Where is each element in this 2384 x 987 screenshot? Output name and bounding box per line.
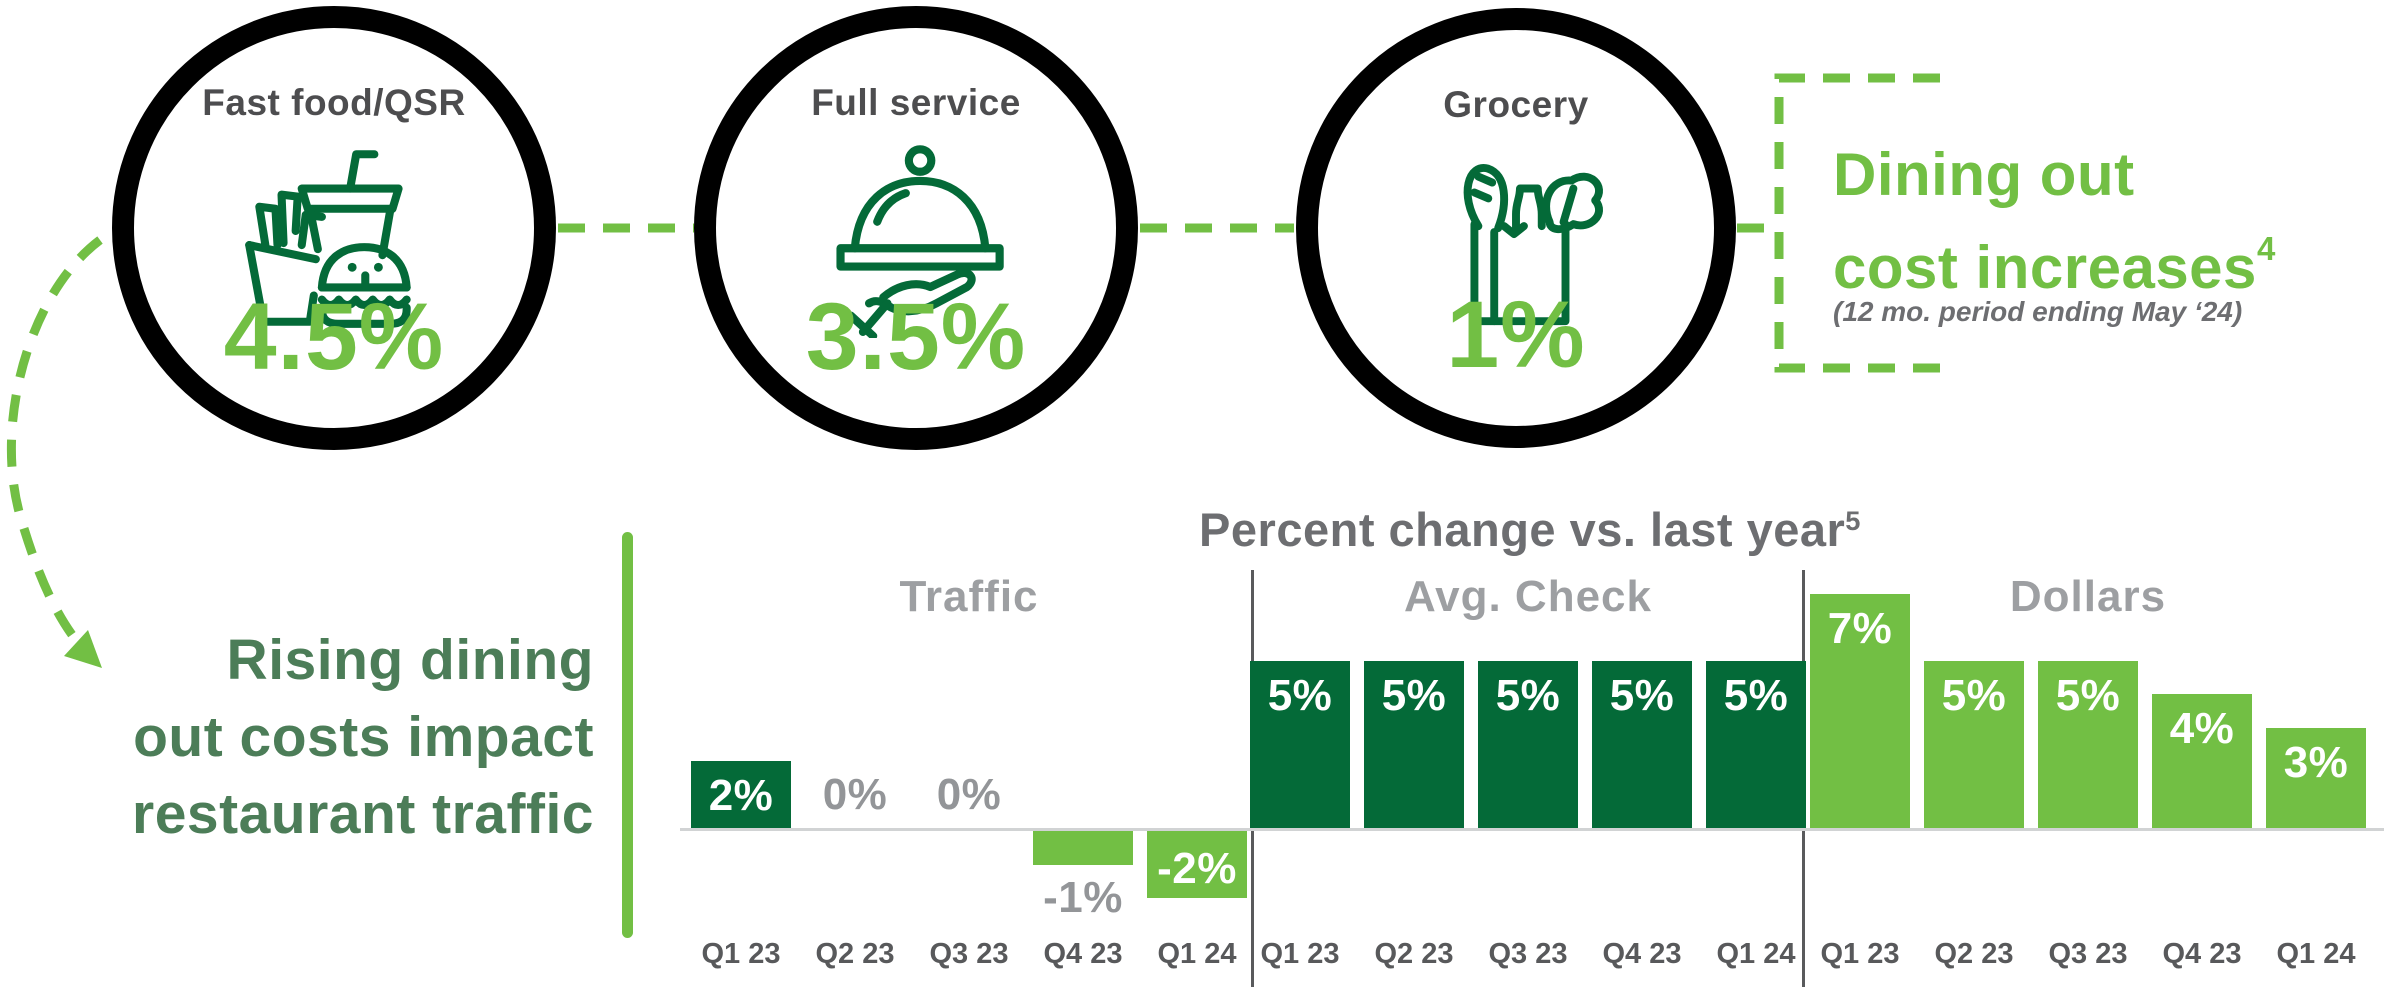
bar-value-avg-check-q3-23: 5%: [1495, 670, 1561, 720]
callout-subtitle: (12 mo. period ending May ‘24): [1833, 296, 2243, 327]
x-label-dollars-q4-23: Q4 23: [2162, 938, 2242, 970]
bar-value-avg-check-q1-24: 5%: [1723, 670, 1789, 720]
bar-value-traffic-q1-23: 2%: [708, 771, 774, 820]
bar-dollars-q4-23: [2152, 694, 2252, 828]
x-label-dollars-q3-23: Q3 23: [2048, 938, 2128, 970]
fast-food-value: 4.5%: [223, 284, 445, 390]
bar-value-avg-check-q4-23: 5%: [1609, 670, 1675, 720]
bar-value-dollars-q3-23: 5%: [2055, 670, 2121, 720]
bar-avg-check-q1-24: [1706, 660, 1806, 828]
bar-value-dollars-q2-23: 5%: [1941, 670, 2007, 720]
x-label-traffic-q1-23: Q1 23: [701, 938, 781, 970]
bar-value-traffic-q2-23: 0%: [822, 770, 888, 819]
x-label-dollars-q1-24: Q1 24: [2276, 938, 2356, 970]
bar-traffic-q1-24: [1147, 831, 1247, 898]
headline-line1: Rising dining: [226, 628, 594, 692]
cloche-icon: [716, 128, 1116, 343]
headline: Rising dining out costs impact restauran…: [0, 622, 594, 853]
full-service-label: Full service: [811, 82, 1021, 123]
bar-traffic-q1-23: [691, 761, 791, 828]
bar-value-avg-check-q1-23: 5%: [1267, 670, 1333, 720]
bar-avg-check-q4-23: [1592, 660, 1692, 828]
headline-line2: out costs impact: [133, 705, 594, 769]
bar-traffic-q4-23: [1033, 831, 1133, 865]
x-label-traffic-q1-24: Q1 24: [1157, 938, 1237, 970]
bar-value-dollars-q1-24: 3%: [2283, 737, 2349, 787]
x-label-dollars-q1-23: Q1 23: [1820, 938, 1900, 970]
x-label-dollars-q2-23: Q2 23: [1934, 938, 2014, 970]
callout-footnote-marker: 4: [2256, 230, 2276, 267]
callout-title-line2: cost increases: [1833, 234, 2257, 301]
group-title-dollars: Dollars: [2009, 572, 2167, 621]
callout-title-line1: Dining out: [1833, 141, 2135, 208]
headline-line3: restaurant traffic: [132, 782, 594, 846]
x-label-traffic-q3-23: Q3 23: [929, 938, 1009, 970]
x-label-traffic-q2-23: Q2 23: [815, 938, 895, 970]
zero-baseline: [680, 828, 2384, 831]
fast-food-label: Fast food/QSR: [202, 82, 466, 123]
bar-value-traffic-q4-23: -1%: [1043, 872, 1123, 922]
section-divider-line: [622, 532, 633, 938]
x-label-avg-check-q3-23: Q3 23: [1488, 938, 1568, 970]
callout-title: Dining out cost increases4: [1833, 138, 2384, 305]
bar-dollars-q3-23: [2038, 660, 2138, 828]
x-label-avg-check-q4-23: Q4 23: [1602, 938, 1682, 970]
curved-arrow: [6, 236, 103, 656]
bar-dollars-q1-24: [2266, 727, 2366, 828]
grocery-bag-icon: [1318, 130, 1714, 345]
bar-value-dollars-q1-23: 7%: [1827, 603, 1893, 653]
x-label-avg-check-q1-23: Q1 23: [1260, 938, 1340, 970]
x-label-avg-check-q1-24: Q1 24: [1716, 938, 1796, 970]
bar-value-traffic-q1-24: -2%: [1157, 844, 1237, 893]
chart-title: Percent change vs. last year5: [930, 502, 2130, 557]
fast-food-icon: [134, 128, 534, 343]
full-service-circle: Full service 3.5%: [694, 6, 1138, 450]
bar-value-traffic-q3-23: 0%: [936, 770, 1002, 819]
bar-avg-check-q3-23: [1478, 660, 1578, 828]
chart-footnote-marker: 5: [1845, 505, 1861, 536]
x-label-avg-check-q2-23: Q2 23: [1374, 938, 1454, 970]
grocery-label: Grocery: [1443, 84, 1589, 125]
chart-title-text: Percent change vs. last year: [1199, 503, 1846, 556]
bar-value-dollars-q4-23: 4%: [2169, 704, 2235, 753]
group-title-avg-check: Avg. Check: [1403, 572, 1652, 621]
bar-avg-check-q2-23: [1364, 660, 1464, 828]
bar-avg-check-q1-23: [1250, 660, 1350, 828]
bar-dollars-q1-23: [1810, 593, 1910, 828]
bar-value-avg-check-q2-23: 5%: [1381, 670, 1447, 720]
full-service-value: 3.5%: [805, 284, 1027, 390]
group-title-traffic: Traffic: [899, 572, 1039, 621]
bar-dollars-q2-23: [1924, 660, 2024, 828]
x-label-traffic-q4-23: Q4 23: [1043, 938, 1123, 970]
fast-food-circle: Fast food/QSR 4.5%: [112, 6, 556, 450]
grocery-circle: Grocery 1%: [1296, 8, 1736, 448]
grocery-value: 1%: [1446, 282, 1586, 388]
